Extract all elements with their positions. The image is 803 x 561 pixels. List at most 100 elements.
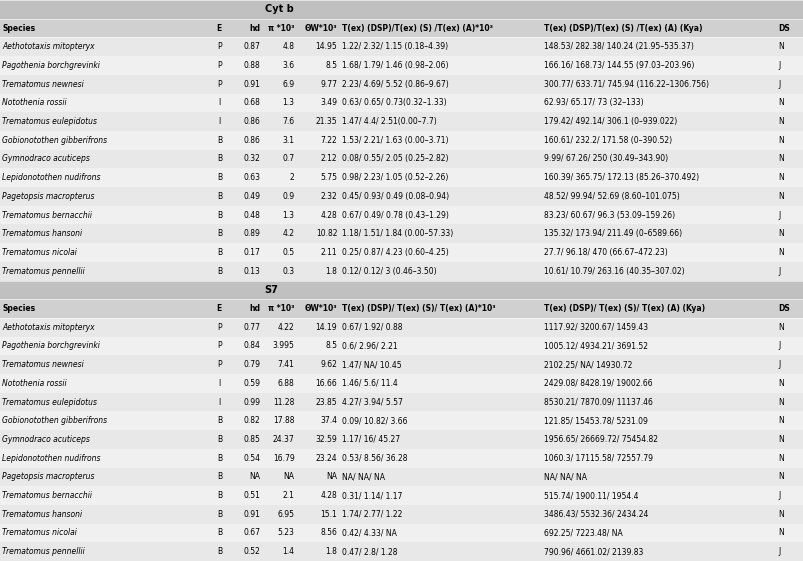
Text: Pagetopsis macropterus: Pagetopsis macropterus [2, 472, 95, 481]
Text: π *10³: π *10³ [268, 304, 295, 313]
Text: NA/ NA/ NA: NA/ NA/ NA [544, 472, 587, 481]
Text: 21.35: 21.35 [316, 117, 337, 126]
Text: 0.67/ 0.49/ 0.78 (0.43–1.29): 0.67/ 0.49/ 0.78 (0.43–1.29) [342, 210, 448, 219]
Text: J: J [778, 342, 780, 351]
Text: Gobionotothen gibberifrons: Gobionotothen gibberifrons [2, 416, 108, 425]
Text: E: E [217, 24, 222, 33]
Bar [0, 112, 803, 131]
Text: 1.3: 1.3 [283, 98, 295, 107]
Text: 1060.3/ 17115.58/ 72557.79: 1060.3/ 17115.58/ 72557.79 [544, 454, 653, 463]
Text: 0.47/ 2.8/ 1.28: 0.47/ 2.8/ 1.28 [342, 547, 397, 556]
Text: Gymnodraco acuticeps: Gymnodraco acuticeps [2, 154, 90, 163]
Text: 0.49: 0.49 [243, 192, 260, 201]
Text: N: N [778, 435, 784, 444]
Text: 166.16/ 168.73/ 144.55 (97.03–203.96): 166.16/ 168.73/ 144.55 (97.03–203.96) [544, 61, 694, 70]
Text: Trematomus bernacchii: Trematomus bernacchii [2, 210, 92, 219]
Text: 148.53/ 282.38/ 140.24 (21.95–535.37): 148.53/ 282.38/ 140.24 (21.95–535.37) [544, 42, 694, 51]
Text: N: N [778, 379, 784, 388]
Text: 37.4: 37.4 [320, 416, 337, 425]
Text: 0.82: 0.82 [243, 416, 260, 425]
Text: Aethototaxis mitopteryx: Aethototaxis mitopteryx [2, 323, 95, 332]
Text: B: B [217, 472, 222, 481]
Text: I: I [218, 398, 220, 407]
Text: 0.08/ 0.55/ 2.05 (0.25–2.82): 0.08/ 0.55/ 2.05 (0.25–2.82) [342, 154, 448, 163]
Text: 1.18/ 1.51/ 1.84 (0.00–57.33): 1.18/ 1.51/ 1.84 (0.00–57.33) [342, 229, 453, 238]
Bar [0, 38, 803, 56]
Text: Aethototaxis mitopteryx: Aethototaxis mitopteryx [2, 42, 95, 51]
Text: 2.1: 2.1 [283, 491, 295, 500]
Text: Species: Species [2, 304, 35, 313]
Text: ΘW*10³: ΘW*10³ [304, 304, 337, 313]
Text: 7.22: 7.22 [320, 136, 337, 145]
Text: I: I [218, 379, 220, 388]
Text: 0.17: 0.17 [243, 248, 260, 257]
Text: 1.68/ 1.79/ 1.46 (0.98–2.06): 1.68/ 1.79/ 1.46 (0.98–2.06) [342, 61, 448, 70]
Text: 8.5: 8.5 [325, 342, 337, 351]
Text: 4.8: 4.8 [283, 42, 295, 51]
Bar [0, 168, 803, 187]
Text: 0.42/ 4.33/ NA: 0.42/ 4.33/ NA [342, 528, 397, 537]
Text: Trematomus hansoni: Trematomus hansoni [2, 510, 83, 519]
Text: 48.52/ 99.94/ 52.69 (8.60–101.075): 48.52/ 99.94/ 52.69 (8.60–101.075) [544, 192, 679, 201]
Text: B: B [217, 435, 222, 444]
Bar [0, 131, 803, 150]
Text: Trematomus hansoni: Trematomus hansoni [2, 229, 83, 238]
Text: E: E [217, 304, 222, 313]
Text: 16.66: 16.66 [315, 379, 337, 388]
Text: Trematomus nicolai: Trematomus nicolai [2, 248, 77, 257]
Text: B: B [217, 136, 222, 145]
Text: 0.63/ 0.65/ 0.73(0.32–1.33): 0.63/ 0.65/ 0.73(0.32–1.33) [342, 98, 446, 107]
Text: 300.77/ 633.71/ 745.94 (116.22–1306.756): 300.77/ 633.71/ 745.94 (116.22–1306.756) [544, 80, 708, 89]
Text: 1005.12/ 4934.21/ 3691.52: 1005.12/ 4934.21/ 3691.52 [544, 342, 648, 351]
Text: Pagetopsis macropterus: Pagetopsis macropterus [2, 192, 95, 201]
Bar [0, 374, 803, 393]
Text: 0.45/ 0.93/ 0.49 (0.08–0.94): 0.45/ 0.93/ 0.49 (0.08–0.94) [342, 192, 449, 201]
Text: DS: DS [778, 24, 789, 33]
Text: 4.2: 4.2 [283, 229, 295, 238]
Text: T(ex) (DSP)/ T(ex) (S)/ T(ex) (A) (Kya): T(ex) (DSP)/ T(ex) (S)/ T(ex) (A) (Kya) [544, 304, 705, 313]
Text: J: J [778, 61, 780, 70]
Text: 135.32/ 173.94/ 211.49 (0–6589.66): 135.32/ 173.94/ 211.49 (0–6589.66) [544, 229, 682, 238]
Text: N: N [778, 416, 784, 425]
Text: N: N [778, 454, 784, 463]
Text: B: B [217, 266, 222, 275]
Text: P: P [217, 80, 222, 89]
Text: 6.88: 6.88 [278, 379, 295, 388]
Text: P: P [217, 323, 222, 332]
Text: 0.59: 0.59 [243, 379, 260, 388]
Text: NA: NA [326, 472, 337, 481]
Text: 14.19: 14.19 [316, 323, 337, 332]
Text: N: N [778, 472, 784, 481]
Text: 1.4: 1.4 [283, 547, 295, 556]
Text: 0.48: 0.48 [243, 210, 260, 219]
Text: J: J [778, 547, 780, 556]
Text: Trematomus eulepidotus: Trematomus eulepidotus [2, 117, 97, 126]
Text: 2.23/ 4.69/ 5.52 (0.86–9.67): 2.23/ 4.69/ 5.52 (0.86–9.67) [342, 80, 448, 89]
Bar [0, 467, 803, 486]
Text: 0.98/ 2.23/ 1.05 (0.52–2.26): 0.98/ 2.23/ 1.05 (0.52–2.26) [342, 173, 448, 182]
Text: 0.32: 0.32 [243, 154, 260, 163]
Text: N: N [778, 510, 784, 519]
Text: 121.85/ 15453.78/ 5231.09: 121.85/ 15453.78/ 5231.09 [544, 416, 647, 425]
Text: 10.82: 10.82 [316, 229, 337, 238]
Text: 1.3: 1.3 [283, 210, 295, 219]
Text: NA: NA [283, 472, 295, 481]
Text: T(ex) (DSP)/ T(ex) (S)/ T(ex) (A)*10³: T(ex) (DSP)/ T(ex) (S)/ T(ex) (A)*10³ [342, 304, 495, 313]
Bar [0, 262, 803, 280]
Text: 7.6: 7.6 [282, 117, 295, 126]
Text: I: I [218, 98, 220, 107]
Text: 0.91: 0.91 [243, 80, 260, 89]
Bar [0, 299, 803, 318]
Bar [0, 318, 803, 337]
Text: 7.41: 7.41 [278, 360, 295, 369]
Text: 83.23/ 60.67/ 96.3 (53.09–159.26): 83.23/ 60.67/ 96.3 (53.09–159.26) [544, 210, 675, 219]
Text: 0.87: 0.87 [243, 42, 260, 51]
Text: Trematomus eulepidotus: Trematomus eulepidotus [2, 398, 97, 407]
Text: T(ex) (DSP)/T(ex) (S) /T(ex) (A)*10³: T(ex) (DSP)/T(ex) (S) /T(ex) (A)*10³ [342, 24, 492, 33]
Text: 23.24: 23.24 [316, 454, 337, 463]
Text: P: P [217, 342, 222, 351]
Text: Trematomus newnesi: Trematomus newnesi [2, 360, 84, 369]
Text: 5.23: 5.23 [278, 528, 295, 537]
Text: 0.67: 0.67 [243, 528, 260, 537]
Text: 3486.43/ 5532.36/ 2434.24: 3486.43/ 5532.36/ 2434.24 [544, 510, 648, 519]
